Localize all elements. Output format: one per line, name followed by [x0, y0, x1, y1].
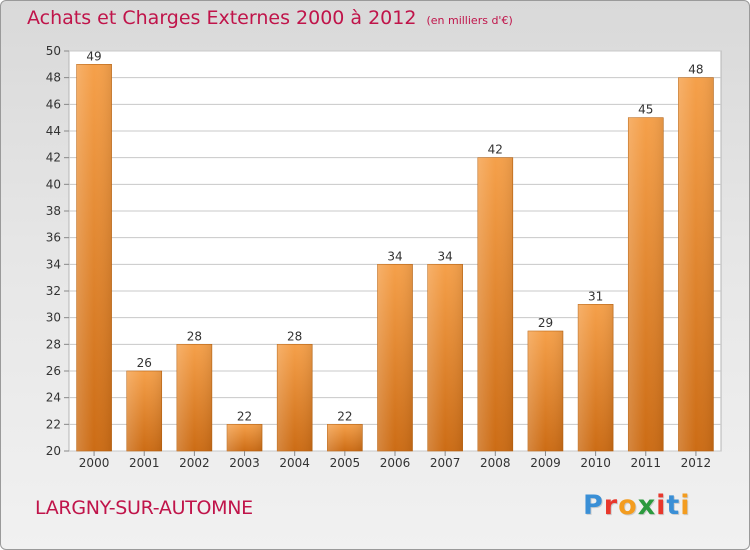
- y-tick-label: 24: [46, 391, 61, 405]
- x-tick-label: 2008: [480, 456, 511, 470]
- x-tick-label: 2011: [630, 456, 661, 470]
- bar-sheen: [126, 371, 162, 451]
- data-label: 28: [187, 329, 202, 343]
- data-label: 42: [488, 143, 503, 157]
- chart-title: Achats et Charges Externes 2000 à 2012: [27, 7, 417, 29]
- y-tick-label: 30: [46, 311, 61, 325]
- data-label: 34: [387, 249, 402, 263]
- data-label: 31: [588, 289, 603, 303]
- y-tick-label: 42: [46, 151, 61, 165]
- data-label: 26: [137, 356, 152, 370]
- y-tick-label: 34: [46, 257, 61, 271]
- x-tick-label: 2004: [279, 456, 310, 470]
- data-label: 45: [638, 103, 653, 117]
- bar-sheen: [377, 264, 413, 451]
- y-tick-label: 50: [46, 44, 61, 58]
- y-tick-label: 32: [46, 284, 61, 298]
- x-tick-label: 2000: [79, 456, 110, 470]
- y-tick-label: 48: [46, 71, 61, 85]
- y-tick-label: 28: [46, 337, 61, 351]
- data-label: 22: [337, 409, 352, 423]
- x-tick-label: 2005: [330, 456, 361, 470]
- proxiti-logo[interactable]: Proxiti: [583, 490, 691, 521]
- chart-title-block: Achats et Charges Externes 2000 à 2012 (e…: [27, 7, 513, 29]
- bar-sheen: [678, 77, 714, 452]
- data-label: 48: [688, 63, 703, 77]
- bar-sheen: [277, 344, 313, 451]
- x-tick-label: 2001: [129, 456, 160, 470]
- y-tick-label: 40: [46, 177, 61, 191]
- x-tick-label: 2002: [179, 456, 210, 470]
- x-tick-label: 2006: [380, 456, 411, 470]
- data-label: 28: [287, 329, 302, 343]
- location-name: LARGNY-SUR-AUTOMNE: [35, 497, 253, 519]
- x-tick-label: 2010: [580, 456, 611, 470]
- y-tick-label: 22: [46, 417, 61, 431]
- bar-sheen: [477, 157, 513, 451]
- data-label: 29: [538, 316, 553, 330]
- x-tick-label: 2012: [681, 456, 712, 470]
- y-tick-label: 26: [46, 364, 61, 378]
- y-tick-label: 36: [46, 231, 61, 245]
- x-tick-label: 2009: [530, 456, 561, 470]
- bar-sheen: [527, 331, 563, 451]
- data-label: 34: [438, 249, 453, 263]
- bar-sheen: [427, 264, 463, 451]
- bar-sheen: [628, 117, 664, 452]
- bar-sheen: [227, 424, 263, 451]
- bar-sheen: [578, 304, 614, 451]
- y-tick-label: 20: [46, 444, 61, 458]
- bar-sheen: [176, 344, 212, 451]
- bar-sheen: [327, 424, 363, 451]
- y-tick-label: 44: [46, 124, 61, 138]
- y-tick-label: 46: [46, 97, 61, 111]
- data-label: 49: [86, 49, 101, 63]
- chart-subtitle: (en milliers d'€): [426, 14, 513, 27]
- y-tick-label: 38: [46, 204, 61, 218]
- data-label: 22: [237, 409, 252, 423]
- x-tick-label: 2003: [229, 456, 260, 470]
- x-tick-label: 2007: [430, 456, 461, 470]
- bar-sheen: [76, 64, 112, 452]
